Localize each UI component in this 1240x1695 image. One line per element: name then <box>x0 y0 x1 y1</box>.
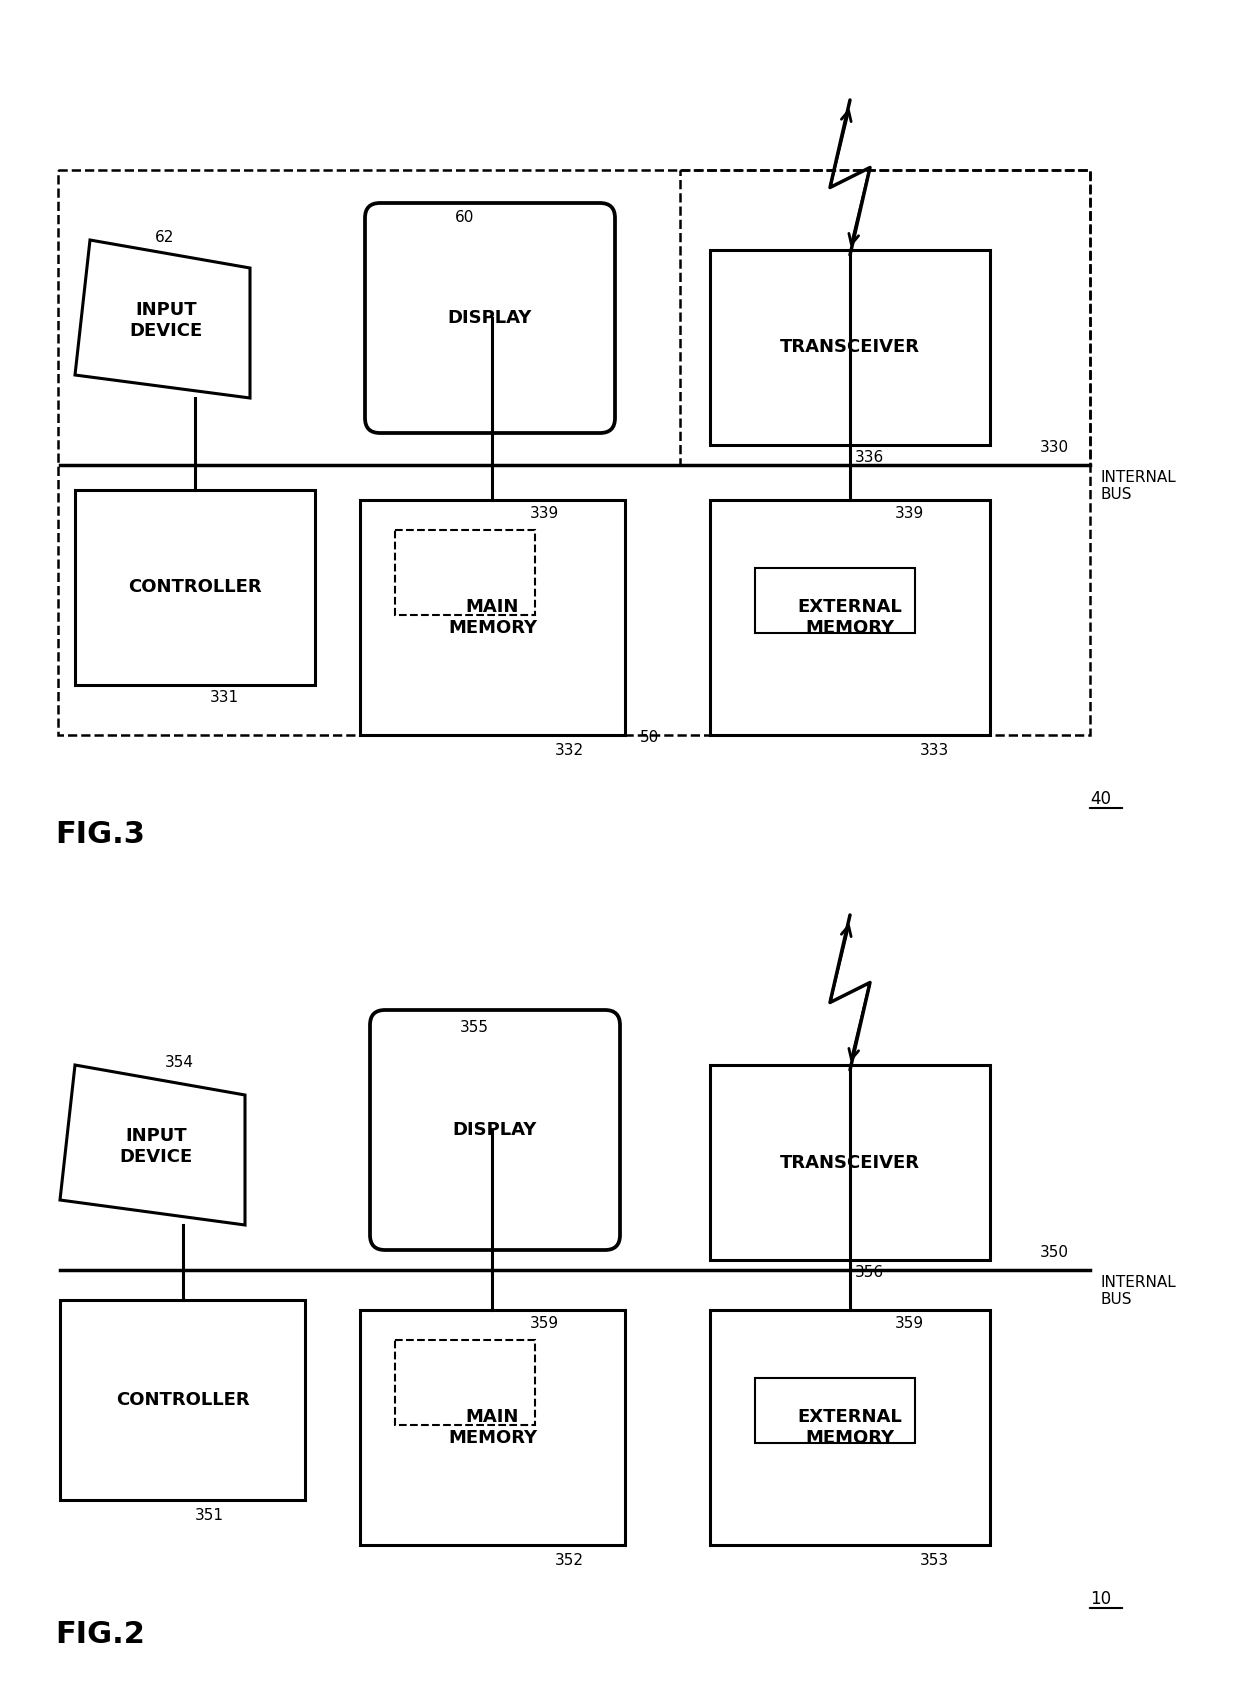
Bar <box>396 531 534 615</box>
Text: 350: 350 <box>1040 1246 1069 1259</box>
Text: 359: 359 <box>895 1315 924 1331</box>
Bar <box>396 1341 534 1425</box>
Bar <box>60 1300 305 1500</box>
Text: 50: 50 <box>640 731 660 746</box>
Text: 336: 336 <box>856 449 884 464</box>
Text: EXTERNAL
MEMORY: EXTERNAL MEMORY <box>797 1409 903 1448</box>
Polygon shape <box>74 241 250 398</box>
Text: CONTROLLER: CONTROLLER <box>115 1392 249 1409</box>
Bar <box>58 170 1090 736</box>
Text: INPUT
DEVICE: INPUT DEVICE <box>119 1127 193 1166</box>
Text: INTERNAL
BUS: INTERNAL BUS <box>1100 1275 1176 1307</box>
Text: DISPLAY: DISPLAY <box>448 308 532 327</box>
Text: TRANSCEIVER: TRANSCEIVER <box>780 1154 920 1171</box>
Bar <box>755 1378 915 1442</box>
Text: FIG.3: FIG.3 <box>55 820 145 849</box>
Text: 10: 10 <box>1090 1590 1111 1609</box>
Text: 62: 62 <box>155 231 175 246</box>
Text: 359: 359 <box>529 1315 559 1331</box>
Bar <box>74 490 315 685</box>
Text: 333: 333 <box>920 742 950 758</box>
Text: 352: 352 <box>556 1553 584 1568</box>
Text: 351: 351 <box>195 1509 224 1524</box>
Text: EXTERNAL
MEMORY: EXTERNAL MEMORY <box>797 598 903 637</box>
FancyBboxPatch shape <box>365 203 615 432</box>
Polygon shape <box>60 1064 246 1225</box>
Text: 40: 40 <box>1090 790 1111 809</box>
Text: 356: 356 <box>856 1264 884 1280</box>
Bar <box>711 500 990 736</box>
FancyBboxPatch shape <box>370 1010 620 1249</box>
Text: MAIN
MEMORY: MAIN MEMORY <box>448 598 537 637</box>
Bar <box>680 170 1090 464</box>
Text: DISPLAY: DISPLAY <box>453 1120 537 1139</box>
Text: 339: 339 <box>895 507 924 520</box>
Text: INTERNAL
BUS: INTERNAL BUS <box>1100 470 1176 502</box>
Text: 339: 339 <box>529 507 559 520</box>
Text: 60: 60 <box>455 210 475 225</box>
Bar <box>711 1064 990 1259</box>
Bar <box>755 568 915 632</box>
Text: 331: 331 <box>210 690 239 705</box>
Text: 355: 355 <box>460 1020 489 1036</box>
Text: 330: 330 <box>1040 441 1069 454</box>
Bar <box>360 1310 625 1546</box>
Text: MAIN
MEMORY: MAIN MEMORY <box>448 1409 537 1448</box>
Bar <box>711 1310 990 1546</box>
Bar <box>360 500 625 736</box>
Text: FIG.2: FIG.2 <box>55 1620 145 1649</box>
Text: INPUT
DEVICE: INPUT DEVICE <box>130 300 203 339</box>
Text: 353: 353 <box>920 1553 949 1568</box>
Text: 354: 354 <box>165 1054 193 1070</box>
Text: 332: 332 <box>556 742 584 758</box>
Text: TRANSCEIVER: TRANSCEIVER <box>780 339 920 356</box>
Text: CONTROLLER: CONTROLLER <box>128 578 262 597</box>
Bar <box>711 249 990 446</box>
